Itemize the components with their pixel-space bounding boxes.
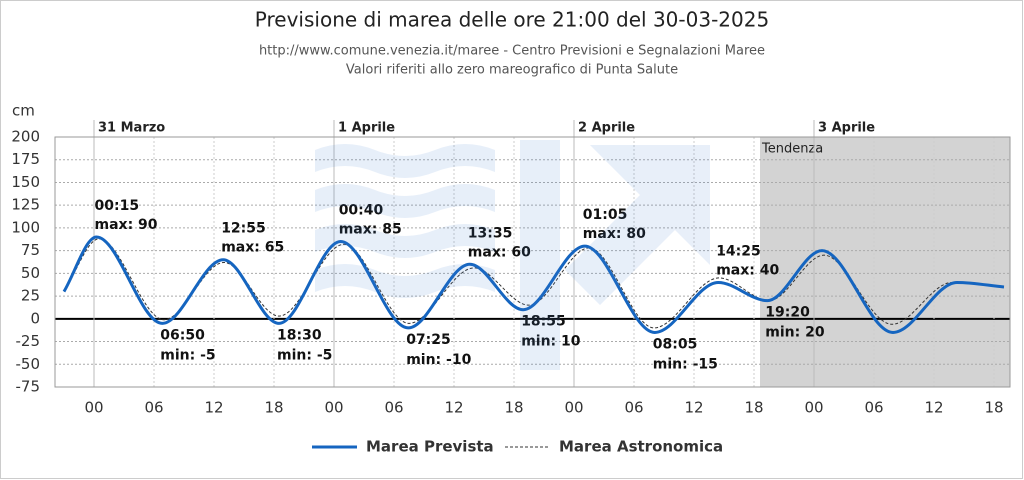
y-tick-label: -75 bbox=[16, 378, 41, 396]
y-tick-label: -50 bbox=[16, 355, 41, 373]
legend-label: Marea Astronomica bbox=[559, 438, 723, 456]
day-label: 31 Marzo bbox=[98, 121, 165, 136]
plot-border bbox=[54, 136, 1011, 388]
y-tick-label: 125 bbox=[11, 196, 40, 214]
x-tick-label: 06 bbox=[864, 399, 883, 417]
annotation-time: 13:35 bbox=[468, 225, 513, 241]
annotation-time: 07:25 bbox=[406, 332, 451, 348]
chart-title: Previsione di marea delle ore 21:00 del … bbox=[255, 8, 769, 32]
annotation-time: 12:55 bbox=[221, 221, 266, 237]
y-tick-label: 25 bbox=[21, 287, 40, 305]
annotation-time: 19:20 bbox=[765, 305, 810, 321]
annotation-time: 18:30 bbox=[277, 327, 322, 343]
annotation-time: 00:15 bbox=[95, 198, 140, 214]
annotation-text: min: 20 bbox=[765, 325, 825, 341]
trend-label: Tendenza bbox=[761, 142, 823, 157]
series-line bbox=[62, 235, 1005, 334]
subtitle: http://www.comune.venezia.it/maree - Cen… bbox=[259, 44, 765, 59]
x-tick-label: 00 bbox=[804, 399, 823, 417]
annotation-time: 14:25 bbox=[716, 243, 761, 259]
x-tick-label: 18 bbox=[984, 399, 1003, 417]
day-label: 1 Aprile bbox=[338, 121, 395, 136]
x-tick-label: 00 bbox=[324, 399, 343, 417]
annotation-time: 01:05 bbox=[583, 207, 628, 223]
x-tick-label: 18 bbox=[744, 399, 763, 417]
y-axis-label: cm bbox=[12, 102, 35, 120]
annotation-text: min: -10 bbox=[406, 352, 471, 368]
annotation-time: 18:55 bbox=[521, 314, 566, 330]
x-tick-label: 12 bbox=[204, 399, 223, 417]
x-tick-label: 06 bbox=[144, 399, 163, 417]
y-tick-label: 175 bbox=[11, 150, 40, 168]
day-label: 3 Aprile bbox=[818, 121, 875, 136]
y-tick-label: 100 bbox=[11, 218, 40, 236]
annotation-text: min: -15 bbox=[653, 356, 718, 372]
y-tick-label: -25 bbox=[16, 332, 41, 350]
annotation-text: max: 85 bbox=[339, 222, 402, 238]
y-tick-label: 75 bbox=[21, 241, 40, 259]
x-tick-label: 12 bbox=[444, 399, 463, 417]
day-label: 2 Aprile bbox=[578, 121, 635, 136]
annotation-text: min: 10 bbox=[521, 334, 581, 350]
annotation-text: max: 65 bbox=[221, 240, 284, 256]
x-tick-label: 06 bbox=[384, 399, 403, 417]
y-tick-label: 200 bbox=[11, 128, 40, 146]
y-tick-label: 50 bbox=[21, 264, 40, 282]
x-tick-label: 18 bbox=[264, 399, 283, 417]
x-tick-label: 18 bbox=[504, 399, 523, 417]
x-tick-label: 06 bbox=[624, 399, 643, 417]
annotation-time: 06:50 bbox=[160, 327, 205, 343]
annotation-text: min: -5 bbox=[160, 347, 215, 363]
trend-area bbox=[760, 137, 1010, 387]
annotation-text: max: 40 bbox=[716, 262, 779, 278]
annotation-text: min: -5 bbox=[277, 347, 332, 363]
annotation-time: 08:05 bbox=[653, 336, 698, 352]
annotation-time: 00:40 bbox=[339, 203, 384, 219]
y-tick-label: 150 bbox=[11, 173, 40, 191]
x-tick-label: 12 bbox=[684, 399, 703, 417]
subtitle: Valori riferiti allo zero mareografico d… bbox=[346, 63, 678, 78]
y-tick-label: 0 bbox=[30, 309, 40, 327]
plot-area: Tendenza -75 -50 -25 0 25 50 75 100 125 150 175 200 0… bbox=[11, 120, 1011, 417]
annotation-text: max: 80 bbox=[583, 226, 646, 242]
x-tick-label: 00 bbox=[84, 399, 103, 417]
x-tick-label: 12 bbox=[924, 399, 943, 417]
watermark bbox=[315, 140, 710, 370]
annotation-text: max: 60 bbox=[468, 244, 531, 260]
legend-label: Marea Prevista bbox=[366, 438, 494, 456]
x-tick-label: 00 bbox=[564, 399, 583, 417]
annotation-text: max: 90 bbox=[95, 217, 158, 233]
